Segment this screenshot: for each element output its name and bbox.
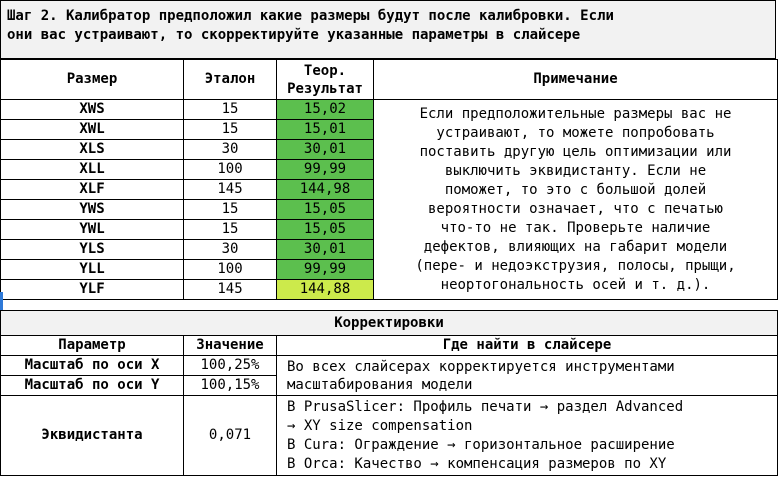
header-where: Где найти в слайсере bbox=[276, 335, 778, 356]
size-name: YWL bbox=[0, 219, 184, 240]
header-value: Значение bbox=[183, 335, 277, 356]
result-value: 30,01 bbox=[276, 239, 374, 260]
note-line: устраивают, то можете попробовать bbox=[436, 124, 715, 141]
offset-note-line: В Cura: Ограждение → горизонтальное расш… bbox=[287, 436, 675, 453]
result-value: 99,99 bbox=[276, 159, 374, 180]
header-param: Параметр bbox=[0, 335, 184, 356]
table-row: Эквидистанта 0,071 В PrusaSlicer: Профил… bbox=[0, 395, 778, 476]
table-row: XWS 15 15,02 Если предположительные разм… bbox=[0, 99, 778, 300]
value-scale-x[interactable]: 100,25% bbox=[183, 355, 277, 376]
scale-note: Во всех слайсерах корректируется инструм… bbox=[276, 355, 778, 396]
size-name: YLF bbox=[0, 279, 184, 300]
header-theory: Теор. Результат bbox=[276, 59, 374, 100]
size-name: YLS bbox=[0, 239, 184, 260]
value-offset[interactable]: 0,071 bbox=[183, 395, 277, 476]
table-row: XLS 30 30,01 bbox=[0, 139, 778, 160]
scale-note-line-2: масштабирования модели bbox=[287, 376, 473, 393]
reference-value: 30 bbox=[183, 139, 277, 160]
corrections-table: Корректировки Параметр Значение Где найт… bbox=[0, 310, 778, 476]
param-scale-y: Масштаб по оси Y bbox=[0, 375, 184, 396]
offset-note: В PrusaSlicer: Профиль печати → раздел A… bbox=[276, 395, 778, 476]
result-value: 15,05 bbox=[276, 199, 374, 220]
size-name: XLS bbox=[0, 139, 184, 160]
table-row: YWL 15 15,05 bbox=[0, 219, 778, 240]
size-name: XLF bbox=[0, 179, 184, 200]
reference-value: 15 bbox=[183, 119, 277, 140]
size-name: YWS bbox=[0, 199, 184, 220]
size-name: XWS bbox=[0, 99, 184, 120]
reference-value: 15 bbox=[183, 199, 277, 220]
size-name: XWL bbox=[0, 119, 184, 140]
param-offset: Эквидистанта bbox=[0, 395, 184, 476]
result-value: 15,02 bbox=[276, 99, 374, 120]
reference-value: 145 bbox=[183, 279, 277, 300]
result-value: 30,01 bbox=[276, 139, 374, 160]
value-scale-y[interactable]: 100,15% bbox=[183, 375, 277, 396]
note-line: неортогональность осей и т. д.). bbox=[440, 276, 711, 293]
note-cell: Если предположительные размеры вас не ус… bbox=[373, 99, 778, 300]
intro-text: Шаг 2. Калибратор предположил какие разм… bbox=[0, 0, 776, 59]
offset-note-line: В Orca: Качество → компенсация размеров … bbox=[287, 455, 667, 472]
corrections-title: Корректировки bbox=[0, 310, 778, 336]
sizes-table: Размер Эталон Теор. Результат Примечание… bbox=[0, 59, 778, 300]
intro-line-1: Шаг 2. Калибратор предположил какие разм… bbox=[7, 8, 614, 24]
note-line: Если предположительные размеры вас не bbox=[419, 105, 732, 122]
result-value: 99,99 bbox=[276, 259, 374, 280]
cell-selection-marker bbox=[0, 292, 3, 310]
result-value: 15,01 bbox=[276, 119, 374, 140]
reference-value: 15 bbox=[183, 219, 277, 240]
note-line: поможет, то это с большой долей bbox=[444, 181, 707, 198]
result-value-warning: 144,88 bbox=[276, 279, 374, 300]
sizes-header-row: Размер Эталон Теор. Результат Примечание bbox=[0, 59, 778, 100]
table-row: YLF 145 144,88 bbox=[0, 279, 778, 300]
offset-note-line: В PrusaSlicer: Профиль печати → раздел A… bbox=[287, 398, 684, 415]
offset-note-line: → XY size compensation bbox=[287, 417, 473, 434]
reference-value: 30 bbox=[183, 239, 277, 260]
note-line: вероятности означает, что с печатью bbox=[427, 200, 723, 217]
header-theory-line-1: Теор. bbox=[303, 62, 347, 79]
scale-note-line-1: Во всех слайсерах корректируется инструм… bbox=[287, 358, 675, 375]
header-theory-line-2: Результат bbox=[287, 80, 363, 97]
table-row: Масштаб по оси X 100,25% Во всех слайсер… bbox=[0, 355, 778, 396]
note-line: (пере- и недоэкструзия, полосы, прыщи, bbox=[415, 257, 736, 274]
table-row: YLL 100 99,99 bbox=[0, 259, 778, 280]
param-scale-x: Масштаб по оси X bbox=[0, 355, 184, 376]
note-line: дефектов, влияющих на габарит модели bbox=[423, 238, 728, 255]
header-size: Размер bbox=[0, 59, 184, 100]
reference-value: 145 bbox=[183, 179, 277, 200]
size-name: XLL bbox=[0, 159, 184, 180]
header-note: Примечание bbox=[373, 59, 778, 100]
table-row: XLF 145 144,98 bbox=[0, 179, 778, 200]
corrections-header-row: Параметр Значение Где найти в слайсере bbox=[0, 335, 778, 356]
reference-value: 100 bbox=[183, 259, 277, 280]
note-line: выключить эквидистанту. Если не bbox=[444, 162, 707, 179]
size-name: YLL bbox=[0, 259, 184, 280]
result-value: 144,98 bbox=[276, 179, 374, 200]
reference-value: 100 bbox=[183, 159, 277, 180]
header-reference: Эталон bbox=[183, 59, 277, 100]
note-line: поставить другую цель оптимизации или bbox=[419, 143, 732, 160]
result-value: 15,05 bbox=[276, 219, 374, 240]
intro-line-2: они вас устраивают, то скорректируйте ук… bbox=[7, 27, 581, 43]
corrections-title-row: Корректировки bbox=[0, 310, 778, 336]
note-line: что-то не так. Проверьте наличие bbox=[440, 219, 711, 236]
table-row: XLL 100 99,99 bbox=[0, 159, 778, 180]
reference-value: 15 bbox=[183, 99, 277, 120]
table-row: XWL 15 15,01 bbox=[0, 119, 778, 140]
